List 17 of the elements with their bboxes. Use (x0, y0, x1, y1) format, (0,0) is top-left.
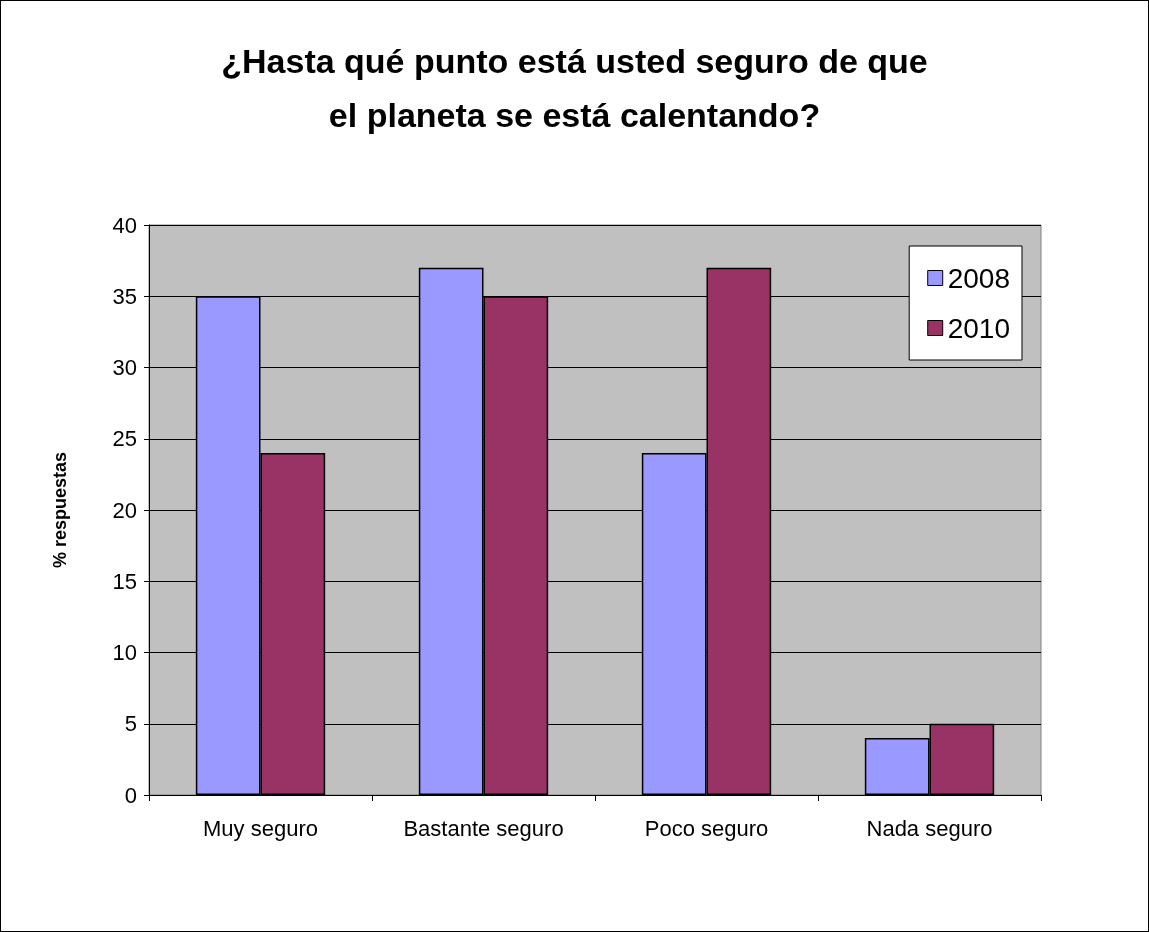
y-tick-label: 10 (112, 640, 137, 665)
x-tick-label: Nada seguro (866, 815, 993, 841)
y-tick-label: 25 (112, 426, 137, 452)
y-tick-label: 20 (112, 497, 137, 523)
x-tick-label: Muy seguro (203, 815, 318, 841)
y-tick-label: 30 (112, 355, 137, 380)
y-tick-label: 5 (124, 711, 137, 737)
legend-label: 2008 (947, 262, 1011, 294)
x-tick-label: Poco seguro (644, 815, 769, 841)
y-axis-title: % respuestas (50, 451, 70, 569)
y-tick-label: 15 (112, 568, 137, 594)
y-tick-label: 40 (112, 212, 137, 238)
x-tick-label: Bastante seguro (403, 815, 564, 841)
y-tick-label: 35 (112, 283, 137, 309)
y-tick-label: 0 (124, 782, 137, 808)
chart-title: ¿Hasta qué punto está usted seguro de que el planeta se está calentando? (221, 42, 928, 134)
legend-label: 2010 (947, 312, 1011, 344)
